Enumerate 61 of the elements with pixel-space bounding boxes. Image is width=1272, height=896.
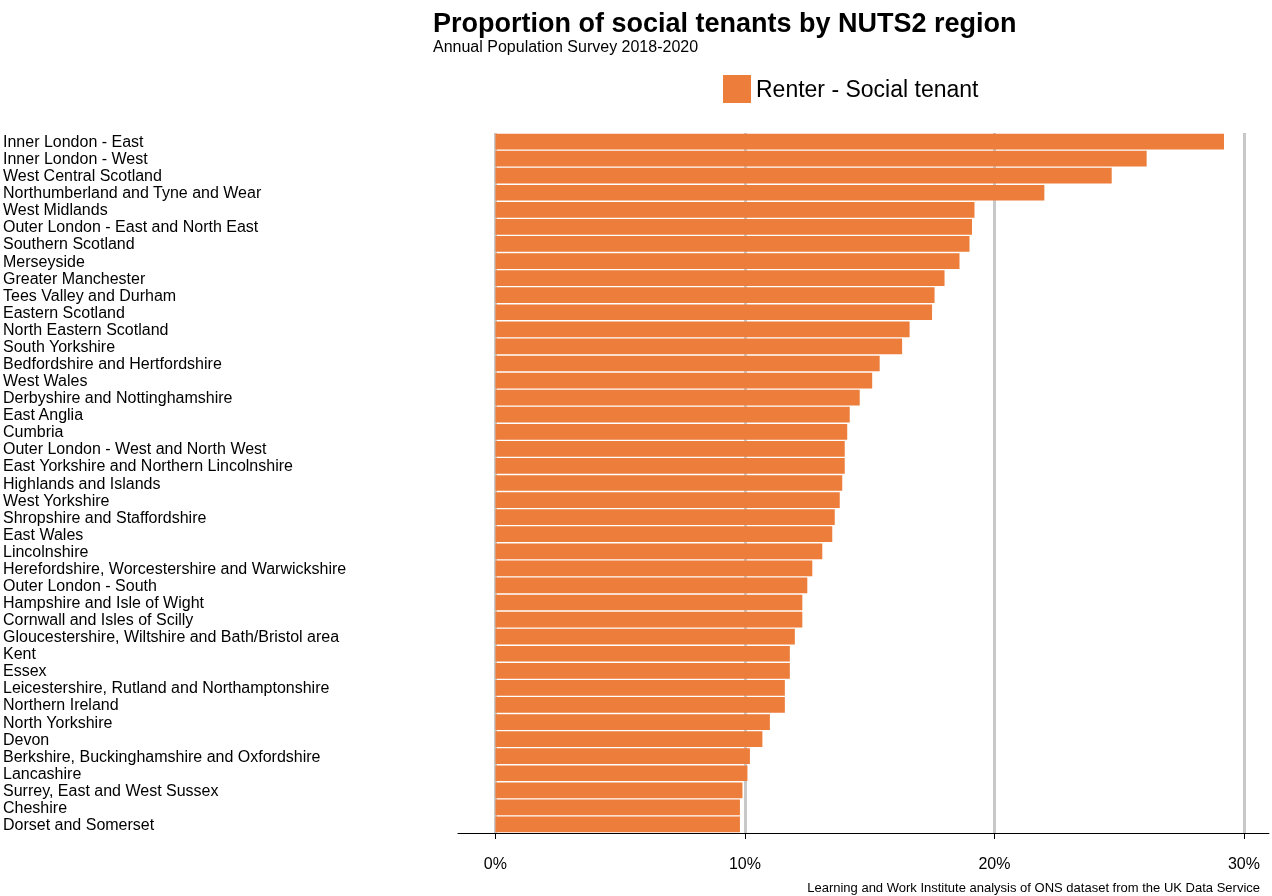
y-tick-label: Devon [3,730,50,748]
y-tick-label: West Central Scotland [3,167,162,185]
y-tick-label: Derbyshire and Nottinghamshire [3,389,233,407]
y-tick-label: Lancashire [3,764,82,782]
bar [495,594,803,611]
y-tick-label: Northumberland and Tyne and Wear [3,184,262,202]
y-tick-label: Eastern Scotland [3,303,125,321]
y-tick-label: East Wales [3,525,84,543]
y-tick-label: West Yorkshire [3,491,110,509]
y-tick-label: Cumbria [3,423,64,441]
bar [495,577,808,594]
y-tick-label: West Wales [3,372,88,390]
bar [495,338,903,355]
legend-label: Renter - Social tenant [756,76,980,102]
y-tick-label: North Eastern Scotland [3,320,169,338]
y-tick-label: Highlands and Islands [3,474,161,492]
y-tick-label: Herefordshire, Worcestershire and Warwickshire [3,559,347,577]
bar [495,133,1224,150]
chart-title: Proportion of social tenants by NUTS2 region [433,7,1017,38]
x-tick-label: 30% [1227,854,1260,872]
x-tick-label: 10% [728,854,761,872]
bar [495,389,860,406]
bar [495,372,873,389]
y-tick-label: Merseyside [3,252,85,270]
y-tick-label: Cheshire [3,798,68,816]
y-tick-label: Leicestershire, Rutland and Northamptonshire [3,679,330,697]
text: Learning and Work Institute analysis of ONS dataset from the UK Data Service [807,880,1260,895]
x-tick-label: 20% [978,854,1011,872]
y-tick-label: East Yorkshire and Northern Lincolnshire [3,457,294,475]
y-tick-label: South Yorkshire [3,337,116,355]
y-tick-label: Inner London - East [3,133,145,151]
y-tick-label: Tees Valley and Durham [3,286,177,304]
y-tick-label: Essex [3,662,47,680]
y-tick-label: Cornwall and Isles of Scilly [3,611,194,629]
y-tick-label: Shropshire and Staffordshire [3,508,207,526]
y-tick-label: Gloucestershire, Wiltshire and Bath/Bristol area [3,628,340,646]
y-tick-label: Southern Scotland [3,235,135,253]
y-tick-label: Lincolnshire [3,542,89,560]
y-tick-label: North Yorkshire [3,713,113,731]
bar [495,150,1147,167]
y-tick-label: Kent [3,645,37,663]
y-tick-label: Hampshire and Isle of Wight [3,594,205,612]
bar [495,355,880,372]
bar [495,816,740,833]
y-tick-label: Outer London - East and North East [3,218,259,236]
bar [495,611,803,628]
y-tick-label: Dorset and Somerset [3,815,155,833]
y-tick-label: Inner London - West [3,150,149,168]
y-tick-label: East Anglia [3,406,84,424]
bar [495,560,813,577]
x-tick-label: 0% [483,854,507,872]
y-tick-label: Greater Manchester [3,269,146,287]
chart-subtitle: Annual Population Survey 2018-2020 [433,37,699,55]
y-tick-label: West Midlands [3,201,108,219]
y-tick-label: Northern Ireland [3,696,119,714]
y-tick-label: Bedfordshire and Hertfordshire [3,354,222,372]
y-tick-label: Outer London - South [3,576,157,594]
y-tick-label: Berkshire, Buckinghamshire and Oxfordshire [3,747,321,765]
y-tick-label: Outer London - West and North West [3,440,268,458]
y-tick-label: Surrey, East and West Sussex [3,781,219,799]
bar [495,799,740,816]
